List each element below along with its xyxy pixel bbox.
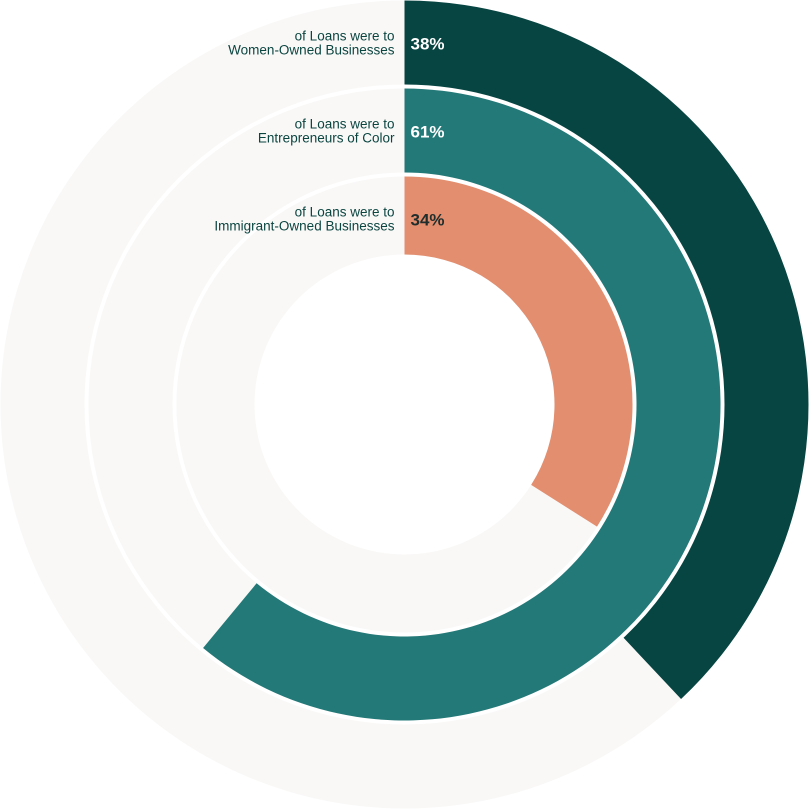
category-label-2: of Loans were to Entrepreneurs of Color [258,117,395,146]
category-label-line1: of Loans were to [295,29,395,44]
category-label-line2: Entrepreneurs of Color [258,131,395,146]
category-label-line1: of Loans were to [295,117,395,132]
category-label-line2: Women-Owned Businesses [228,43,395,58]
value-label-3: 34% [411,211,445,230]
ring-bars [203,0,809,721]
category-label-line1: of Loans were to [295,205,395,220]
category-label-1: of Loans were to Women-Owned Businesses [228,29,395,58]
ring-bar-2 [203,88,721,721]
ring-labels: of Loans were to Women-Owned Businesses 38… [214,29,444,234]
value-label-1: 38% [411,35,445,54]
value-label-2: 61% [411,123,445,142]
category-label-line2: Immigrant-Owned Businesses [214,219,394,234]
ring-bar-1 [404,0,809,700]
category-label-3: of Loans were to Immigrant-Owned Business… [214,205,394,234]
ring-bar-3 [404,176,633,527]
